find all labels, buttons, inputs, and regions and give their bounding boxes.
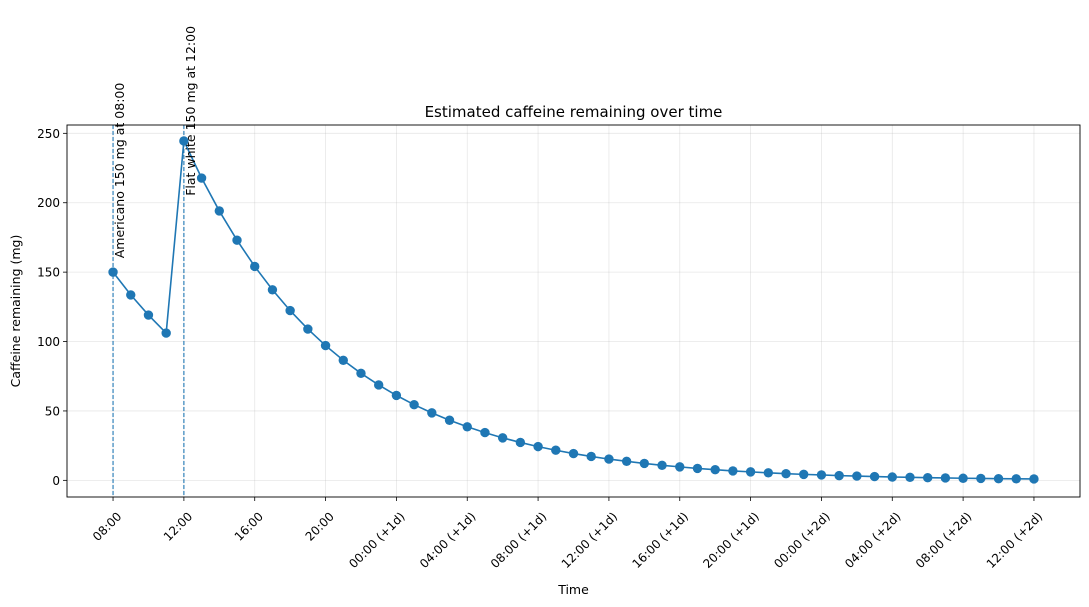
data-point bbox=[745, 467, 756, 477]
data-point bbox=[161, 328, 171, 338]
data-point bbox=[657, 460, 667, 471]
x-tick-label: 12:00 (+2d) bbox=[984, 509, 1046, 571]
dose-markers bbox=[112, 125, 185, 497]
data-point bbox=[196, 173, 207, 183]
data-point bbox=[391, 390, 402, 401]
data-point bbox=[799, 469, 809, 480]
data-point bbox=[781, 468, 791, 479]
data-point bbox=[533, 441, 543, 452]
data-point bbox=[763, 468, 774, 478]
data-point bbox=[834, 470, 844, 481]
data-point bbox=[852, 471, 862, 481]
data-point bbox=[551, 445, 561, 455]
data-point bbox=[214, 206, 225, 216]
dose-annotation: Americano 150 mg at 08:00 bbox=[112, 83, 127, 259]
data-point bbox=[586, 451, 596, 462]
data-point bbox=[320, 340, 331, 351]
series-line bbox=[112, 137, 1034, 480]
data-point bbox=[922, 473, 933, 483]
x-tick-label: 12:00 (+1d) bbox=[559, 509, 621, 571]
data-point bbox=[126, 290, 136, 300]
data-point bbox=[993, 473, 1004, 484]
data-point bbox=[958, 473, 968, 483]
data-point bbox=[356, 368, 366, 379]
data-point bbox=[338, 355, 348, 365]
dose-annotation: Flat white 150 mg at 12:00 bbox=[183, 26, 198, 196]
data-point bbox=[303, 324, 313, 334]
data-point bbox=[1029, 474, 1039, 484]
y-tick-label: 50 bbox=[45, 404, 60, 418]
x-tick-label: 08:00 bbox=[90, 509, 124, 543]
data-point bbox=[373, 380, 384, 390]
chart-title: Estimated caffeine remaining over time bbox=[425, 103, 723, 121]
data-point bbox=[285, 305, 295, 316]
y-tick-label: 100 bbox=[37, 335, 60, 349]
data-point bbox=[675, 462, 685, 472]
data-point bbox=[1011, 474, 1021, 484]
y-axis-ticks: 0 50 100 150 200 250 bbox=[37, 127, 67, 488]
plot-frame bbox=[66, 124, 1081, 498]
data-point bbox=[621, 456, 632, 467]
series-layer bbox=[108, 136, 1039, 484]
y-tick-label: 200 bbox=[37, 196, 60, 210]
x-tick-label: 00:00 (+1d) bbox=[346, 509, 408, 571]
data-point bbox=[143, 310, 154, 320]
data-point bbox=[905, 472, 915, 482]
data-point bbox=[568, 448, 579, 459]
data-point bbox=[497, 433, 508, 443]
x-tick-label: 20:00 bbox=[303, 509, 337, 543]
data-point bbox=[887, 472, 897, 482]
x-tick-label: 12:00 bbox=[161, 509, 195, 543]
data-point bbox=[409, 399, 419, 410]
x-tick-label: 08:00 (+2d) bbox=[913, 509, 975, 571]
x-tick-label: 20:00 (+1d) bbox=[700, 509, 762, 571]
data-point bbox=[515, 437, 526, 448]
data-point bbox=[250, 261, 260, 272]
y-tick-label: 150 bbox=[37, 266, 60, 280]
data-point bbox=[710, 464, 720, 475]
data-point bbox=[480, 427, 490, 438]
data-point bbox=[639, 458, 650, 469]
y-tick-label: 0 bbox=[52, 474, 60, 488]
data-point bbox=[816, 470, 827, 480]
data-point bbox=[179, 136, 189, 146]
data-point bbox=[427, 408, 437, 418]
grid bbox=[67, 125, 1080, 497]
data-point bbox=[869, 471, 880, 482]
annotations: Americano 150 mg at 08:00 Flat white 150 … bbox=[112, 26, 198, 258]
data-point bbox=[462, 422, 472, 432]
x-axis-ticks: 08:00 12:00 16:00 20:00 00:00 (+1d) 04:00 (+1… bbox=[90, 497, 1045, 571]
data-point bbox=[108, 267, 118, 277]
y-axis-label: Caffeine remaining (mg) bbox=[8, 235, 23, 388]
x-tick-label: 04:00 (+1d) bbox=[417, 509, 479, 571]
data-point bbox=[444, 415, 455, 425]
data-point bbox=[976, 473, 986, 484]
x-tick-label: 16:00 (+1d) bbox=[630, 509, 692, 571]
x-tick-label: 16:00 bbox=[232, 509, 266, 543]
y-tick-label: 250 bbox=[37, 127, 60, 141]
data-point bbox=[604, 454, 614, 464]
x-tick-label: 04:00 (+2d) bbox=[842, 509, 904, 571]
data-point bbox=[940, 473, 951, 483]
data-point bbox=[267, 285, 278, 295]
data-point bbox=[232, 235, 242, 245]
x-tick-label: 08:00 (+1d) bbox=[488, 509, 550, 571]
x-tick-label: 00:00 (+2d) bbox=[771, 509, 833, 571]
data-point bbox=[692, 463, 703, 474]
x-axis-label: Time bbox=[557, 582, 589, 597]
data-point bbox=[728, 466, 738, 476]
